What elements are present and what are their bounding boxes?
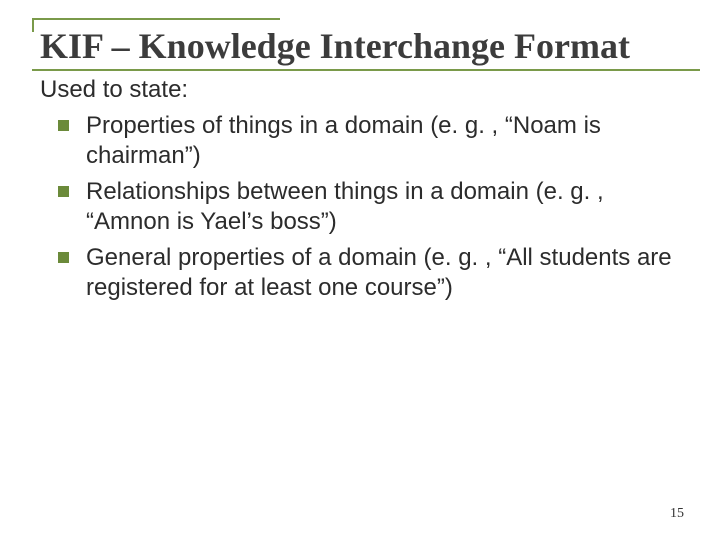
list-item: Properties of things in a domain (e. g. …: [58, 111, 680, 171]
slide-title: KIF – Knowledge Interchange Format: [40, 18, 680, 67]
title-rule-top: [32, 18, 280, 20]
slide-container: KIF – Knowledge Interchange Format Used …: [0, 0, 720, 540]
list-item: Relationships between things in a domain…: [58, 177, 680, 237]
list-item: General properties of a domain (e. g. , …: [58, 243, 680, 303]
intro-text: Used to state:: [40, 75, 680, 105]
title-block: KIF – Knowledge Interchange Format: [40, 18, 680, 71]
bullet-list: Properties of things in a domain (e. g. …: [40, 111, 680, 303]
slide-body: Used to state: Properties of things in a…: [40, 75, 680, 303]
page-number: 15: [670, 506, 684, 522]
title-rule-bottom: [32, 69, 700, 71]
